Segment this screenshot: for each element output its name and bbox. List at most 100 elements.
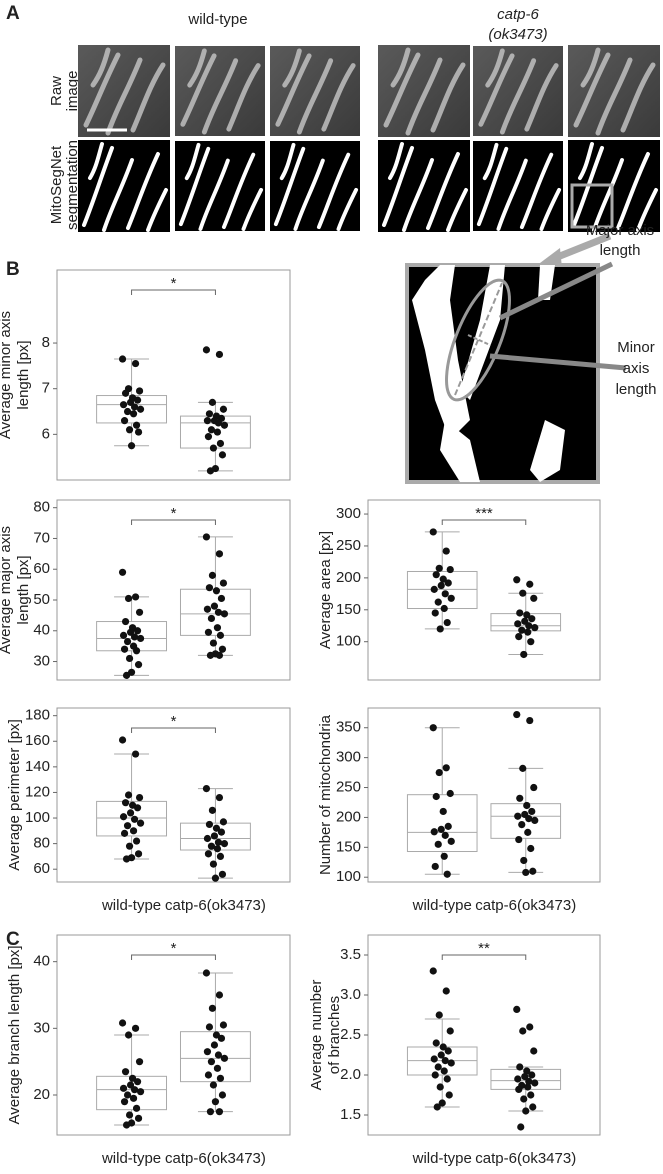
row-label: segmentation (64, 140, 81, 230)
data-point (518, 626, 526, 634)
significance-bracket (131, 954, 216, 960)
data-point (429, 967, 437, 975)
significance-label: ** (478, 940, 490, 957)
annotation: Minor (617, 339, 655, 356)
x-tick-label: wild-type (101, 897, 161, 914)
data-point (215, 350, 224, 359)
y-tick-label: 40 (33, 953, 50, 970)
box (96, 800, 168, 837)
data-point (524, 828, 532, 836)
data-point (133, 804, 142, 812)
data-point (135, 387, 144, 395)
data-point (440, 604, 448, 613)
plot-frame (367, 934, 601, 1136)
data-point (204, 433, 213, 441)
data-point (118, 1019, 127, 1027)
data-point (444, 1047, 452, 1055)
data-point (523, 1067, 531, 1075)
data-point (120, 645, 129, 653)
data-point (118, 355, 127, 363)
data-point (123, 822, 132, 830)
data-point (209, 444, 218, 452)
data-point (130, 815, 139, 823)
data-point (131, 593, 140, 601)
y-axis-label: Average area [px] (317, 531, 334, 649)
data-point (202, 785, 211, 793)
data-point (219, 579, 228, 587)
data-point (206, 467, 215, 475)
data-point (442, 764, 450, 772)
data-point (122, 671, 131, 679)
data-point (202, 346, 211, 354)
data-point (446, 565, 454, 574)
data-point (434, 1063, 442, 1071)
data-point (134, 661, 143, 669)
data-point (120, 417, 129, 425)
y-axis-label: Average branch length [px] (6, 945, 23, 1124)
data-point (202, 533, 211, 541)
data-point (519, 764, 527, 772)
data-point (523, 611, 531, 619)
group-title: wild-type (187, 11, 247, 28)
data-point (213, 1064, 222, 1072)
y-tick-label: 300 (336, 505, 361, 522)
data-point (121, 799, 130, 807)
data-point (203, 1048, 212, 1056)
data-point (209, 860, 218, 868)
data-point (123, 1091, 132, 1099)
plot-frame (367, 499, 601, 681)
data-point (440, 1067, 448, 1075)
y-tick-label: 300 (336, 749, 361, 766)
data-point (203, 417, 212, 425)
data-point (447, 1059, 455, 1067)
data-point (430, 828, 438, 836)
data-point (218, 645, 227, 653)
data-point (447, 594, 455, 602)
data-point (443, 618, 451, 627)
data-point (212, 587, 221, 595)
data-point (134, 850, 143, 858)
data-point (529, 867, 537, 875)
y-tick-label: 30 (33, 653, 50, 670)
y-tick-label: 7 (42, 380, 50, 397)
significance-label: * (171, 713, 177, 730)
y-tick-label: 60 (33, 560, 50, 577)
data-point (205, 584, 214, 592)
data-point (437, 1051, 445, 1059)
data-point (446, 1027, 454, 1035)
group-title: catp-6 (497, 6, 539, 23)
data-point (205, 1023, 214, 1031)
data-point (136, 819, 145, 827)
data-point (213, 428, 222, 436)
y-tick-label: 200 (336, 808, 361, 825)
plot-frame (367, 707, 601, 883)
y-tick-label: 2.5 (340, 1026, 361, 1043)
data-point (432, 792, 440, 801)
data-point (213, 845, 222, 853)
y-axis-label: Average perimeter [px] (6, 719, 23, 870)
data-point (210, 602, 219, 610)
plot-frame (56, 499, 291, 681)
data-point (204, 1071, 213, 1079)
data-point (429, 528, 437, 536)
data-point (135, 608, 144, 616)
data-point (130, 1086, 139, 1094)
y-tick-label: 150 (336, 838, 361, 855)
data-point (438, 1099, 446, 1107)
data-point (439, 1043, 447, 1051)
data-point (514, 1075, 522, 1083)
data-point (125, 1111, 134, 1119)
data-point (216, 1074, 225, 1082)
image-grid (78, 45, 660, 232)
data-point (210, 1041, 219, 1049)
data-point (121, 389, 130, 397)
data-point (445, 1091, 453, 1099)
data-point (135, 793, 144, 802)
significance-bracket (131, 289, 216, 295)
data-point (208, 571, 217, 579)
data-point (436, 625, 444, 633)
data-point (527, 1091, 535, 1099)
y-tick-label: 60 (33, 860, 50, 877)
data-point (206, 651, 215, 659)
